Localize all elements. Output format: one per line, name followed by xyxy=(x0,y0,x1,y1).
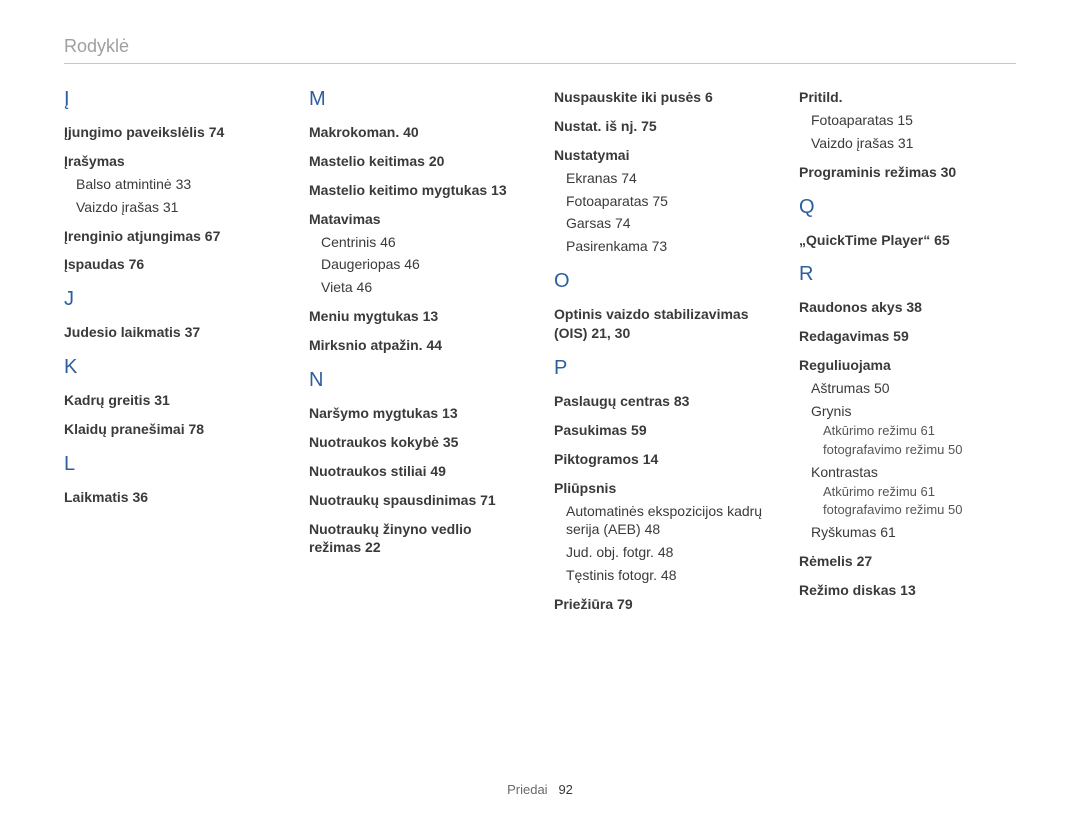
index-entry: Kadrų greitis 31 xyxy=(64,391,281,410)
index-subsubentry: fotografavimo režimu 50 xyxy=(823,502,1016,519)
footer-label: Priedai xyxy=(507,782,547,797)
index-entry: Klaidų pranešimai 78 xyxy=(64,420,281,439)
index-entry: Nustatymai xyxy=(554,146,771,165)
index-subentry: Ryškumas 61 xyxy=(811,523,1016,542)
footer-page-number: 92 xyxy=(558,782,572,797)
index-entry: Meniu mygtukas 13 xyxy=(309,307,526,326)
index-entry: Nustat. iš nj. 75 xyxy=(554,117,771,136)
section-letter: L xyxy=(64,453,281,476)
index-entry: Judesio laikmatis 37 xyxy=(64,323,281,342)
index-entry: Programinis režimas 30 xyxy=(799,163,1016,182)
index-subentry: Garsas 74 xyxy=(566,214,771,233)
index-subentry: Centrinis 46 xyxy=(321,233,526,252)
index-subentry: Daugeriopas 46 xyxy=(321,255,526,274)
index-subentry: Automatinės ekspozicijos kadrų serija (A… xyxy=(566,502,771,540)
index-subentry: Balso atmintinė 33 xyxy=(76,175,281,194)
section-letter: R xyxy=(799,263,1016,286)
index-entry: Optinis vaizdo stabilizavimas (OIS) 21, … xyxy=(554,305,771,343)
index-entry: Nuspauskite iki pusės 6 xyxy=(554,88,771,107)
index-entry: Rėmelis 27 xyxy=(799,552,1016,571)
index-entry: Nuotraukos stiliai 49 xyxy=(309,462,526,481)
index-entry: Naršymo mygtukas 13 xyxy=(309,404,526,423)
section-letter: K xyxy=(64,356,281,379)
index-entry: Įjungimo paveikslėlis 74 xyxy=(64,123,281,142)
page-footer: Priedai 92 xyxy=(0,782,1080,797)
index-subentry: Jud. obj. fotgr. 48 xyxy=(566,543,771,562)
index-entry: Pliūpsnis xyxy=(554,479,771,498)
index-columns: Į Įjungimo paveikslėlis 74 Įrašymas Balso a… xyxy=(64,88,1016,614)
index-entry: Mirksnio atpažin. 44 xyxy=(309,336,526,355)
index-entry: Laikmatis 36 xyxy=(64,488,281,507)
index-subentry: Grynis xyxy=(811,402,1016,421)
section-letter: P xyxy=(554,357,771,380)
index-entry: Redagavimas 59 xyxy=(799,327,1016,346)
index-entry: Matavimas xyxy=(309,210,526,229)
index-entry: Nuotraukos kokybė 35 xyxy=(309,433,526,452)
index-col-3: Nuspauskite iki pusės 6 Nustat. iš nj. 75… xyxy=(554,88,771,614)
index-entry: Reguliuojama xyxy=(799,356,1016,375)
index-entry: Paslaugų centras 83 xyxy=(554,392,771,411)
index-entry: Piktogramos 14 xyxy=(554,450,771,469)
section-letter: N xyxy=(309,369,526,392)
index-entry: „QuickTime Player“ 65 xyxy=(799,231,1016,250)
section-letter: J xyxy=(64,288,281,311)
index-entry: Pritild. xyxy=(799,88,1016,107)
index-entry: Įrenginio atjungimas 67 xyxy=(64,227,281,246)
index-subentry: Kontrastas xyxy=(811,463,1016,482)
index-subsubentry: Atkūrimo režimu 61 xyxy=(823,423,1016,440)
section-letter: O xyxy=(554,270,771,293)
index-col-4: Pritild. Fotoaparatas 15 Vaizdo įrašas 31 P… xyxy=(799,88,1016,614)
index-entry: Įspaudas 76 xyxy=(64,255,281,274)
index-entry: Įrašymas xyxy=(64,152,281,171)
index-subentry: Fotoaparatas 75 xyxy=(566,192,771,211)
index-subentry: Vaizdo įrašas 31 xyxy=(76,198,281,217)
index-entry: Pasukimas 59 xyxy=(554,421,771,440)
section-letter: M xyxy=(309,88,526,111)
page-header: Rodyklė xyxy=(64,36,1016,64)
index-entry: Mastelio keitimo mygtukas 13 xyxy=(309,181,526,200)
index-entry: Režimo diskas 13 xyxy=(799,581,1016,600)
index-col-1: Į Įjungimo paveikslėlis 74 Įrašymas Balso a… xyxy=(64,88,281,614)
index-entry: Nuotraukų spausdinimas 71 xyxy=(309,491,526,510)
index-entry: Mastelio keitimas 20 xyxy=(309,152,526,171)
index-subentry: Fotoaparatas 15 xyxy=(811,111,1016,130)
index-subsubentry: fotografavimo režimu 50 xyxy=(823,442,1016,459)
index-subentry: Ekranas 74 xyxy=(566,169,771,188)
index-subentry: Tęstinis fotogr. 48 xyxy=(566,566,771,585)
index-entry: Raudonos akys 38 xyxy=(799,298,1016,317)
index-subentry: Vaizdo įrašas 31 xyxy=(811,134,1016,153)
index-subsubentry: Atkūrimo režimu 61 xyxy=(823,484,1016,501)
index-subentry: Vieta 46 xyxy=(321,278,526,297)
index-entry: Priežiūra 79 xyxy=(554,595,771,614)
section-letter: Į xyxy=(64,88,281,111)
index-entry: Nuotraukų žinyno vedlio režimas 22 xyxy=(309,520,526,558)
index-subentry: Aštrumas 50 xyxy=(811,379,1016,398)
index-subentry: Pasirenkama 73 xyxy=(566,237,771,256)
section-letter: Q xyxy=(799,196,1016,219)
index-entry: Makrokoman. 40 xyxy=(309,123,526,142)
index-col-2: M Makrokoman. 40 Mastelio keitimas 20 Maste… xyxy=(309,88,526,614)
